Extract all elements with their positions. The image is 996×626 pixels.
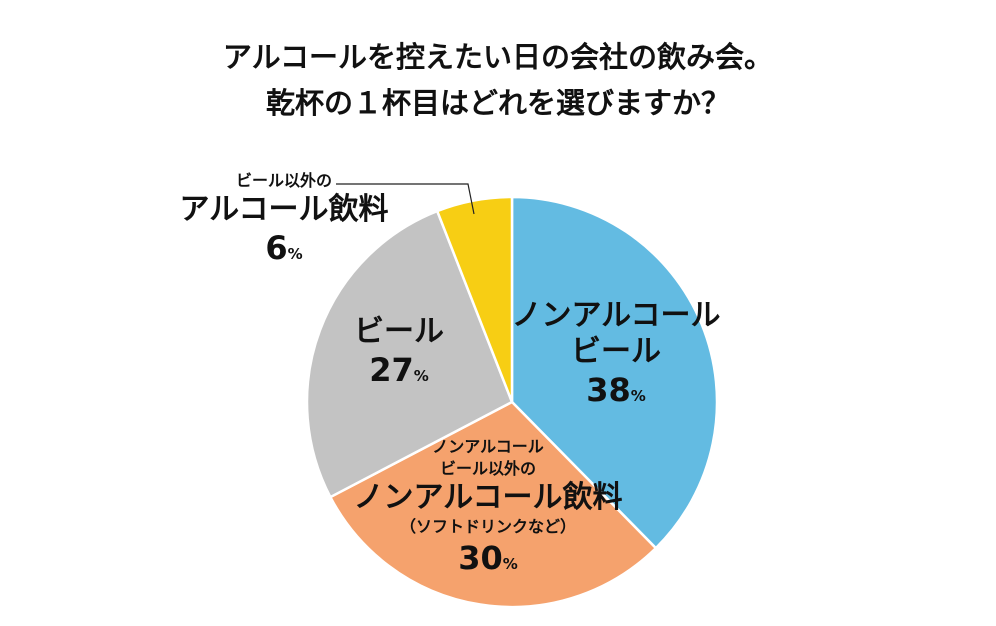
unit-beer: % (413, 367, 429, 385)
label-beer-value: 27% (354, 350, 444, 396)
label-nonalc-other-main: ノンアルコール飲料 (353, 480, 623, 515)
value-nonalc-beer: 38 (586, 371, 631, 409)
label-other-alc-main: アルコール飲料 (179, 192, 389, 227)
chart-title-line2: 乾杯の１杯目はどれを選びますか？ (265, 86, 730, 120)
unit-other-alc: % (287, 245, 303, 263)
pie-slice-beer (305, 209, 514, 499)
label-nonalc-beer-value: 38% (511, 370, 720, 416)
label-beer: ビール 27% (354, 314, 444, 396)
label-nonalc-other-value: 30% (353, 538, 622, 584)
label-other-alc-top: ビール以外の (235, 171, 333, 190)
pie-slice-nonalc-beer (510, 195, 719, 550)
label-nonalc-other-top1: ノンアルコール (432, 437, 544, 456)
leader-line-other-alc (336, 183, 475, 215)
label-nonalc-beer: ノンアルコール ビール 38% (511, 298, 720, 416)
label-nonalc-other-sub: （ソフトドリンクなど） (399, 517, 577, 536)
chart-title: アルコールを控えたい日の会社の飲み会。 乾杯の１杯目はどれを選びますか？ (0, 34, 996, 126)
pie-slice-other-alc (435, 195, 514, 403)
unit-nonalc-other: % (502, 555, 518, 573)
value-other-alc: 6 (265, 229, 288, 267)
label-nonalc-beer-line1: ノンアルコール (511, 298, 721, 333)
label-nonalc-other: ノンアルコール ビール以外の ノンアルコール飲料 （ソフトドリンクなど） 30% (353, 436, 622, 584)
unit-nonalc-beer: % (630, 387, 646, 405)
value-nonalc-other: 30 (458, 539, 503, 577)
pie-slice-nonalc-other (328, 400, 658, 609)
label-beer-line1: ビール (354, 314, 444, 349)
value-beer: 27 (369, 351, 414, 389)
label-nonalc-beer-line2: ビール (570, 334, 661, 369)
label-other-alc-value: 6% (179, 228, 388, 274)
label-nonalc-other-top2: ビール以外の (439, 459, 537, 478)
label-other-alc: ビール以外の アルコール飲料 6% (179, 170, 388, 274)
chart-title-line1: アルコールを控えたい日の会社の飲み会。 (222, 40, 774, 74)
